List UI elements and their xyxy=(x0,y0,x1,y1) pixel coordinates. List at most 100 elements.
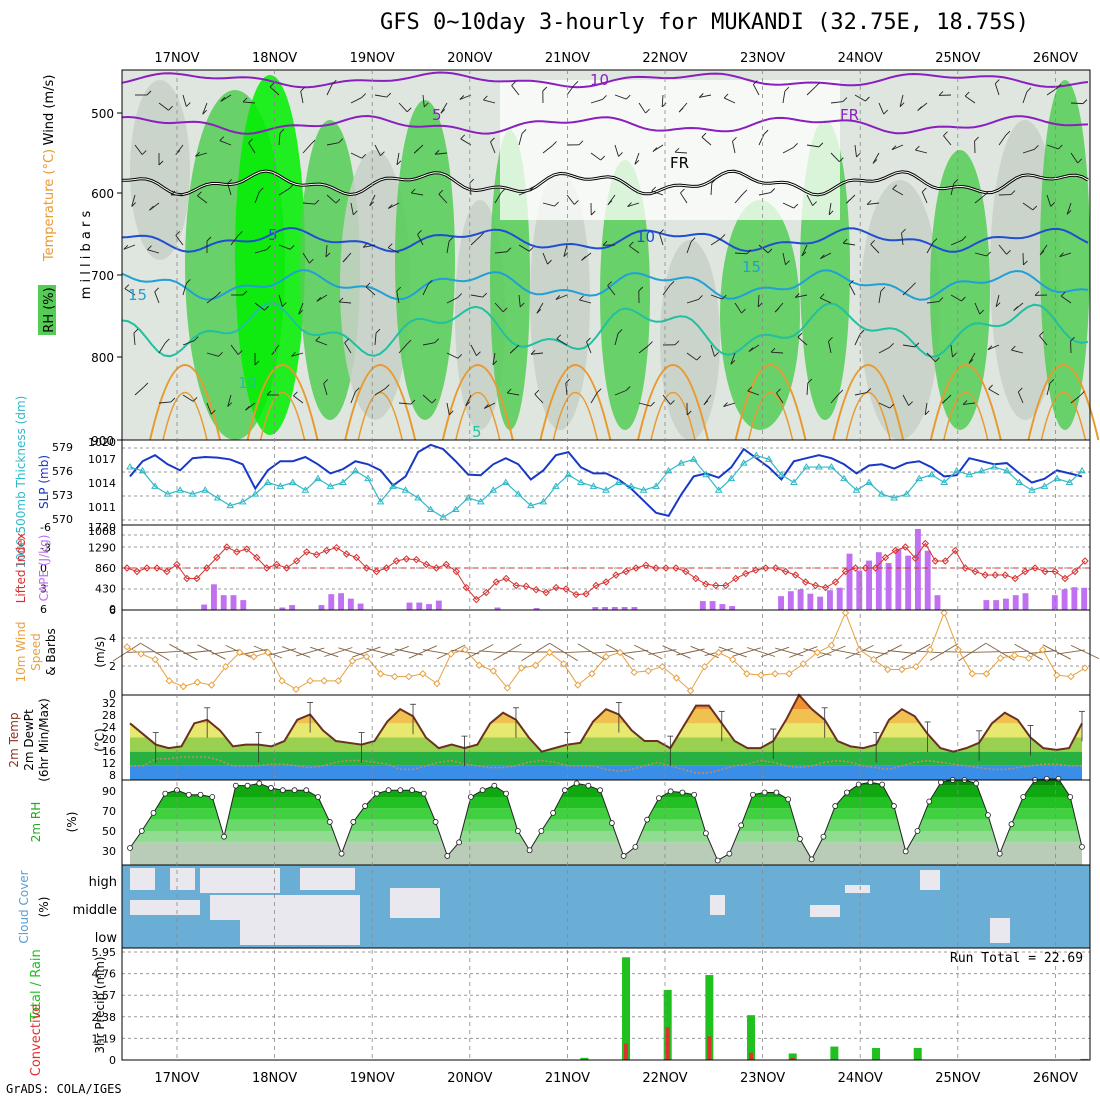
wind-barb-flag xyxy=(596,388,602,394)
wind-barb xyxy=(686,241,692,254)
wind-barb xyxy=(674,151,688,154)
wind-barb-flag xyxy=(579,295,584,301)
wind-barb-flag xyxy=(331,79,337,85)
li-point xyxy=(991,571,999,579)
wind-barb xyxy=(758,133,765,146)
wind-barb-flag xyxy=(807,378,813,384)
wind-barb xyxy=(579,299,592,304)
wind-barb-flag xyxy=(1026,87,1032,92)
rh-point xyxy=(503,790,509,797)
li-point xyxy=(751,566,760,574)
wind-barb-flag xyxy=(1039,331,1044,336)
rh-band xyxy=(130,831,1082,843)
wind-speed-point xyxy=(1067,672,1075,681)
rh-point xyxy=(491,782,498,789)
wind-barb xyxy=(830,393,840,404)
slp-tick-label: 1017 xyxy=(88,453,116,466)
wind-barb xyxy=(206,352,219,357)
wind-barb-flag xyxy=(316,297,322,302)
wind-barb-flag xyxy=(509,348,515,354)
li-point xyxy=(831,578,840,586)
cloud-fraction xyxy=(390,888,440,918)
rh-point xyxy=(338,850,345,857)
wind-barb xyxy=(398,343,408,354)
wind-barb xyxy=(326,142,339,146)
wind-barb xyxy=(363,244,376,248)
wind-barb xyxy=(365,286,376,296)
li-point xyxy=(482,588,490,597)
cape-bar xyxy=(279,607,286,610)
wind-barb-flag xyxy=(519,302,525,308)
contour-label: 5 xyxy=(268,226,278,244)
thickness-point xyxy=(1002,466,1011,474)
rh-point xyxy=(315,794,321,800)
thickness-point xyxy=(840,474,848,482)
temp-axis-label-3: (6hr Min/Max) xyxy=(37,698,51,782)
rh-point xyxy=(585,782,592,789)
wind-barb xyxy=(902,286,912,296)
wind-barb-flag xyxy=(338,138,344,144)
wind-speed-point xyxy=(869,655,878,664)
wind-barb-flag xyxy=(258,187,264,193)
wind-barb xyxy=(344,342,352,354)
wind-barb xyxy=(926,352,936,362)
wind-barb xyxy=(614,390,627,396)
wind-barb xyxy=(542,202,555,207)
precip-convective-bar xyxy=(665,1027,670,1060)
cape-bar xyxy=(934,595,941,610)
wind-barb xyxy=(281,646,311,658)
rh-point xyxy=(150,809,157,816)
wind-speed-point xyxy=(574,681,582,689)
wind-speed-point xyxy=(827,641,836,650)
wind-barb-flag xyxy=(753,80,758,85)
precip-total-bar xyxy=(1080,1058,1089,1060)
wind-barb-flag xyxy=(618,152,623,157)
contour-label: 5 xyxy=(472,423,482,441)
wind-barb-flag xyxy=(866,388,872,393)
wind-barb xyxy=(797,336,808,346)
thickness-point xyxy=(940,478,949,485)
cape-bar xyxy=(1022,593,1029,610)
li-point xyxy=(612,571,620,579)
wind-barb xyxy=(1060,295,1072,304)
wind-barb xyxy=(507,650,536,654)
wind-speed-point xyxy=(799,660,807,668)
wind-barb-flag xyxy=(271,350,277,355)
wind-barb-flag xyxy=(384,384,390,389)
cape-bar xyxy=(787,591,794,610)
wind-barb-flag xyxy=(168,105,173,111)
li-point xyxy=(1021,567,1029,576)
wind-barb xyxy=(757,294,760,308)
wind-barb xyxy=(254,249,267,254)
isotherm-25 xyxy=(845,392,891,441)
wind-barb xyxy=(352,646,381,658)
wind-barb xyxy=(782,202,795,209)
wind-axis-label-2: Speed xyxy=(29,633,43,671)
li-axis-label: Lifted Index xyxy=(14,533,28,604)
wind-barb xyxy=(556,338,568,346)
wind-barb xyxy=(974,195,985,204)
cape-bar xyxy=(631,607,638,610)
isotherm-5 xyxy=(121,226,1089,253)
rh-point xyxy=(303,787,310,794)
wind-barb-flag xyxy=(534,389,540,395)
cape-bar xyxy=(289,605,296,610)
temp-tick-label: 16 xyxy=(102,745,116,758)
wind-barb-flag xyxy=(521,129,527,134)
wind-barb xyxy=(202,102,208,115)
thickness-point xyxy=(952,466,961,474)
wind-barb xyxy=(1070,152,1079,164)
wind-speed-point xyxy=(912,662,920,671)
cape-bar xyxy=(856,570,863,610)
wind-speed-point xyxy=(179,682,188,691)
wind-barb xyxy=(873,644,902,660)
wind-barb xyxy=(388,202,400,209)
wind-barb xyxy=(987,344,1000,351)
precip-total-bar xyxy=(663,989,672,1060)
wind-barb-flag xyxy=(506,247,512,253)
wind-barb xyxy=(817,645,846,659)
cape-bar xyxy=(778,596,784,610)
wind-barb-flag xyxy=(123,244,129,250)
rh-point xyxy=(221,833,227,840)
wind-barb xyxy=(511,85,520,96)
